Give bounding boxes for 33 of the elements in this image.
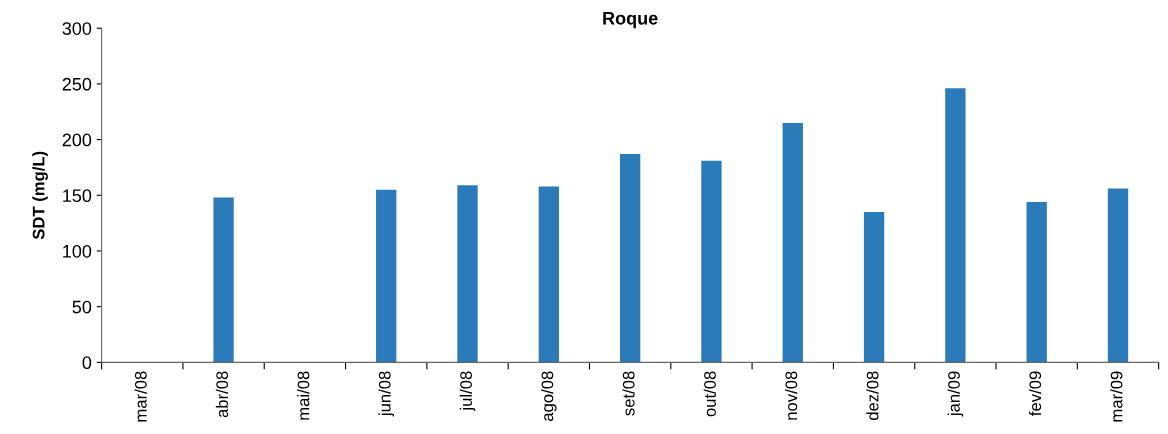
x-tick-label: nov/08 xyxy=(784,371,798,420)
x-tick-label: mar/09 xyxy=(1110,371,1123,422)
x-tick-label: jan/09 xyxy=(947,371,964,417)
bar xyxy=(863,212,885,363)
x-tick-label: dez/08 xyxy=(866,371,879,421)
bar xyxy=(1107,188,1129,363)
bar xyxy=(213,197,234,363)
y-tick-label: 100 xyxy=(63,244,92,258)
bar xyxy=(376,189,397,363)
y-tick-label: 250 xyxy=(62,77,92,91)
x-tick-label: jul/08 xyxy=(459,371,476,411)
bar xyxy=(701,160,722,363)
y-tick-label: 300 xyxy=(62,22,92,35)
y-tick-label: 50 xyxy=(72,300,92,314)
bar xyxy=(1026,201,1047,363)
y-tick-label: 150 xyxy=(63,189,92,203)
bar xyxy=(782,122,803,363)
y-axis-title: SDT (mg/L) xyxy=(32,151,48,240)
y-tick-label: 200 xyxy=(62,133,92,147)
x-tick-label: mai/08 xyxy=(297,371,310,420)
bar xyxy=(538,186,559,363)
bar xyxy=(619,154,641,363)
chart-title: Roque xyxy=(603,12,658,29)
x-tick-label: ago/08 xyxy=(541,371,557,421)
x-tick-label: abr/08 xyxy=(215,371,229,418)
x-tick-label: jun/08 xyxy=(378,371,394,417)
x-tick-label: mar/08 xyxy=(134,371,147,422)
bar xyxy=(457,185,478,363)
x-tick-label: out/08 xyxy=(703,371,716,417)
x-tick-label: fev/09 xyxy=(1028,371,1042,416)
x-tick-label: set/08 xyxy=(622,371,635,416)
y-tick-label: 0 xyxy=(82,356,92,370)
bar xyxy=(945,88,966,363)
